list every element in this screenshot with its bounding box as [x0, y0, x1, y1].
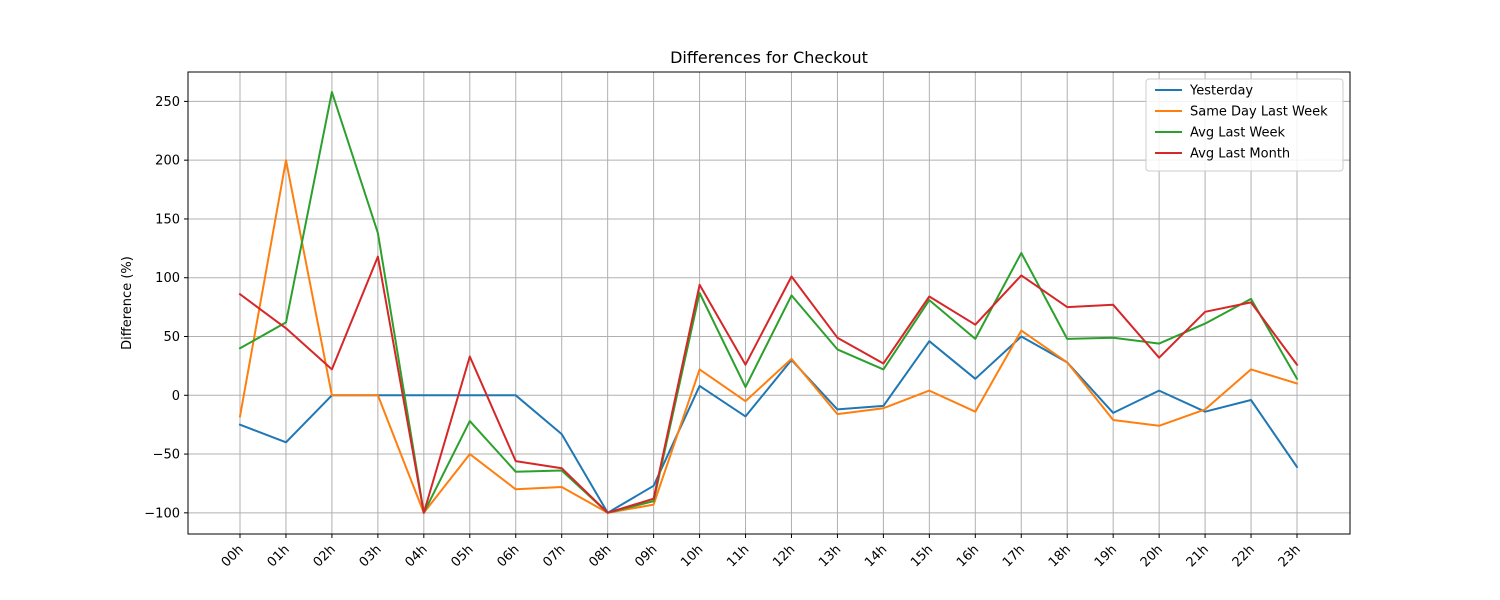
series-lines [238, 91, 1299, 514]
plot-area-frame [187, 71, 1351, 535]
y-tick-label: 50 [163, 330, 180, 345]
y-tick-label: 0 [172, 389, 180, 404]
y-axis-label: Difference (%) [120, 256, 135, 350]
legend-label: Same Day Last Week [1190, 105, 1328, 120]
legend: Yesterday Same Day Last Week Avg Last Week… [1145, 78, 1344, 172]
series-line-same-day-last-week [238, 159, 1299, 514]
y-tick-label: 150 [155, 212, 180, 227]
grid-lines [188, 72, 1350, 534]
chart-title: Differences for Checkout [670, 48, 868, 67]
y-tick-label: −50 [153, 448, 180, 463]
legend-label: Yesterday [1189, 84, 1253, 99]
legend-label: Avg Last Month [1190, 147, 1290, 162]
legend-box [1145, 78, 1344, 172]
y-axis-ticks: −100 −50 0 50 100 150 200 250 [144, 95, 188, 521]
y-tick-label: 100 [155, 271, 180, 286]
series-line-yesterday [238, 335, 1299, 514]
y-tick-label: −100 [144, 506, 180, 521]
series-line-avg-last-month [238, 255, 1299, 514]
y-tick-label: 200 [155, 154, 180, 169]
legend-label: Avg Last Week [1190, 126, 1286, 141]
y-tick-label: 250 [155, 95, 180, 110]
